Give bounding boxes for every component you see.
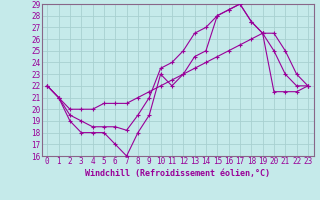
X-axis label: Windchill (Refroidissement éolien,°C): Windchill (Refroidissement éolien,°C) — [85, 169, 270, 178]
